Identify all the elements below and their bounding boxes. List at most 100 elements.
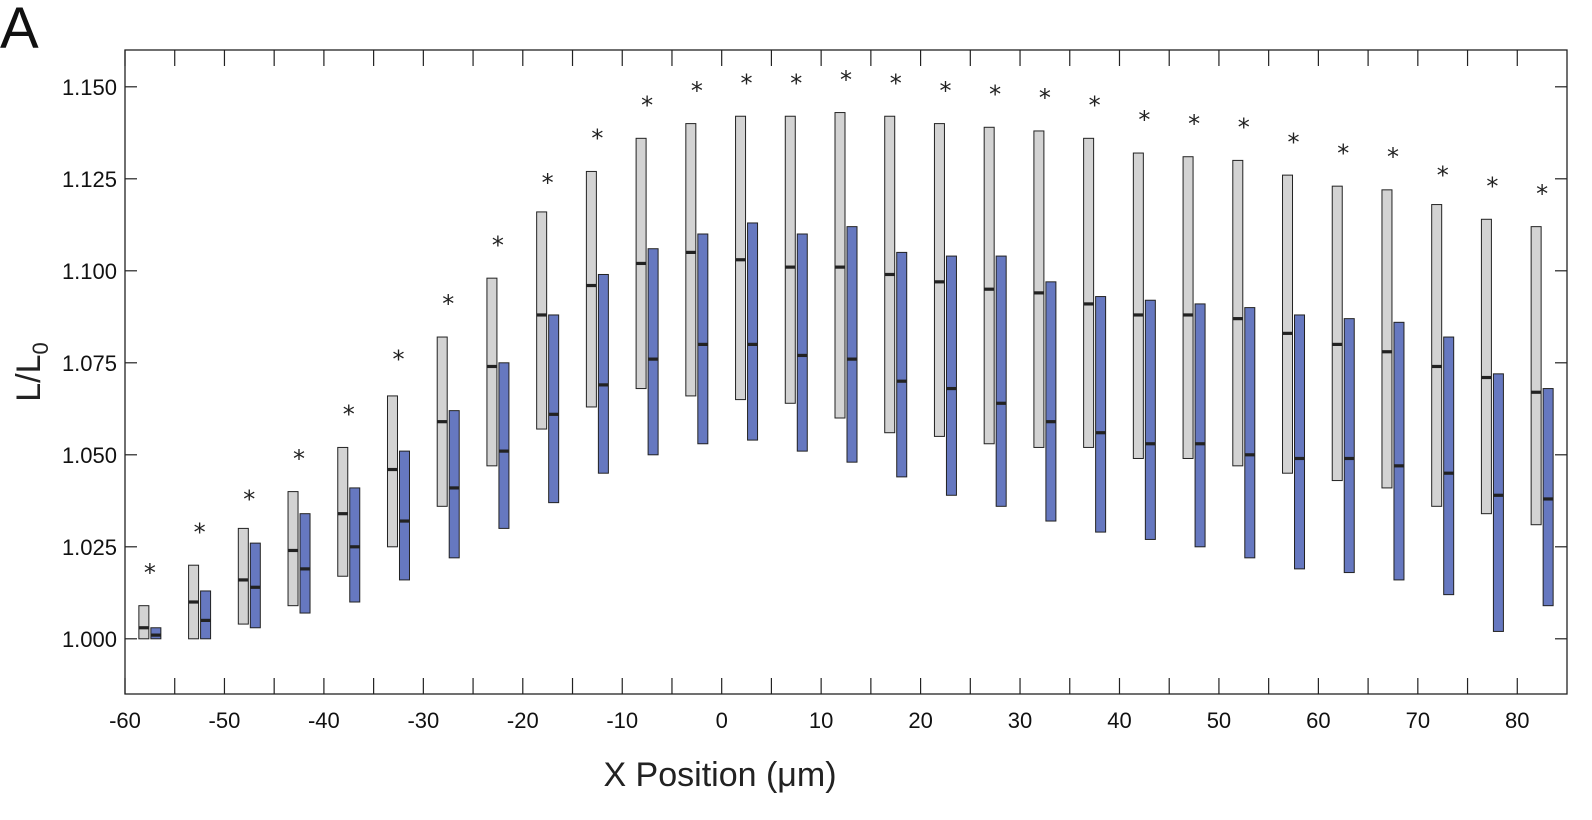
x-tick-label: 70 bbox=[1406, 708, 1430, 733]
grey-box bbox=[237, 527, 249, 625]
significance-asterisk: * bbox=[1089, 92, 1101, 120]
blue-box bbox=[1542, 388, 1554, 607]
blue-box bbox=[995, 255, 1007, 507]
grey-box bbox=[386, 395, 398, 548]
significance-asterisk: * bbox=[542, 169, 554, 197]
blue-box bbox=[1144, 299, 1156, 540]
significance-asterisk: * bbox=[989, 80, 1001, 108]
grey-box bbox=[287, 491, 299, 607]
grey-box bbox=[1530, 226, 1542, 526]
blue-box bbox=[1343, 318, 1355, 574]
significance-asterisk: * bbox=[442, 290, 454, 318]
x-axis-title-unit: μm bbox=[777, 756, 825, 794]
blue-box bbox=[548, 314, 560, 504]
blue-box bbox=[796, 233, 808, 452]
grey-box bbox=[1282, 174, 1294, 474]
significance-asterisk: * bbox=[840, 66, 852, 94]
x-tick-label: -10 bbox=[606, 708, 638, 733]
blue-box bbox=[647, 248, 659, 456]
grey-box bbox=[1431, 204, 1443, 507]
significance-asterisk: * bbox=[741, 69, 753, 97]
x-axis: -60 -50 -40 -30 -20 -10 0 10 20 30 40 50 60 70 80 bbox=[109, 50, 1530, 733]
significance-asterisk: * bbox=[591, 125, 603, 153]
grey-box bbox=[834, 112, 846, 419]
blue-box bbox=[945, 255, 957, 496]
panel-label: A bbox=[0, 0, 39, 61]
x-axis-title-text: X Position ( bbox=[603, 756, 778, 794]
significance-asterisk: * bbox=[790, 69, 802, 97]
significance-asterisk: * bbox=[492, 231, 504, 259]
blue-box bbox=[896, 251, 908, 478]
significance-asterisk: * bbox=[343, 401, 355, 429]
significance-asterisk: * bbox=[1039, 84, 1051, 112]
y-axis: 1.000 1.025 1.050 1.075 1.100 1.125 1.150 bbox=[62, 75, 1567, 652]
x-tick-label: 20 bbox=[908, 708, 932, 733]
blue-box bbox=[1095, 296, 1107, 533]
blue-box bbox=[200, 590, 212, 640]
blue-box bbox=[1045, 281, 1057, 522]
y-tick-label: 1.000 bbox=[62, 627, 117, 652]
blue-box bbox=[747, 222, 759, 441]
significance-asterisk: * bbox=[293, 445, 305, 473]
x-tick-label: 50 bbox=[1207, 708, 1231, 733]
y-tick-label: 1.125 bbox=[62, 167, 117, 192]
y-tick-label: 1.150 bbox=[62, 75, 117, 100]
significance-asterisk: * bbox=[243, 485, 255, 513]
x-tick-label: -20 bbox=[507, 708, 539, 733]
grey-box bbox=[1480, 218, 1492, 515]
significance-asterisk: * bbox=[691, 77, 703, 105]
x-tick-label: 60 bbox=[1306, 708, 1330, 733]
significance-asterisk: * bbox=[1536, 180, 1548, 208]
significance-asterisk: * bbox=[144, 559, 156, 587]
grey-box bbox=[1033, 130, 1045, 448]
blue-box bbox=[1393, 321, 1405, 581]
blue-box bbox=[448, 410, 460, 559]
grey-box bbox=[1232, 159, 1244, 467]
significance-asterisk: * bbox=[939, 77, 951, 105]
y-axis-title: L/L0 bbox=[10, 342, 53, 402]
significance-asterisk: * bbox=[1238, 114, 1250, 142]
blue-box bbox=[498, 362, 510, 529]
x-tick-label: 10 bbox=[809, 708, 833, 733]
significance-asterisk: * bbox=[1288, 128, 1300, 156]
y-axis-title-subscript: 0 bbox=[28, 342, 53, 354]
x-axis-title-close: ) bbox=[825, 756, 836, 794]
significance-asterisk: * bbox=[194, 518, 206, 546]
blue-box bbox=[398, 450, 410, 581]
grey-box bbox=[337, 446, 349, 577]
x-tick-label: -30 bbox=[407, 708, 439, 733]
grey-box bbox=[933, 123, 945, 437]
grey-box bbox=[585, 170, 597, 408]
blue-box bbox=[1194, 303, 1206, 548]
y-axis-title-main: L/L bbox=[10, 354, 48, 401]
plot-area: * * * * * * * * * * * * * * * * * * * * * * * * * * * * * bbox=[138, 66, 1554, 640]
grey-box bbox=[1083, 137, 1095, 448]
significance-asterisk: * bbox=[641, 92, 653, 120]
blue-box bbox=[597, 273, 609, 474]
grey-box bbox=[138, 605, 150, 640]
y-tick-label: 1.100 bbox=[62, 259, 117, 284]
blue-box bbox=[1492, 373, 1504, 632]
significance-asterisk: * bbox=[1387, 143, 1399, 171]
x-tick-label: 80 bbox=[1505, 708, 1529, 733]
grey-box bbox=[685, 123, 697, 397]
significance-asterisk: * bbox=[890, 69, 902, 97]
blue-box bbox=[1294, 314, 1306, 570]
grey-box bbox=[1182, 156, 1194, 459]
grey-box bbox=[1132, 152, 1144, 459]
significance-asterisk: * bbox=[392, 345, 404, 373]
blue-box bbox=[349, 487, 361, 603]
significance-asterisk: * bbox=[1437, 161, 1449, 189]
x-tick-label: -60 bbox=[109, 708, 141, 733]
x-axis-title: X Position (μm) bbox=[603, 756, 836, 794]
plot-frame bbox=[124, 49, 1568, 695]
blue-box bbox=[1244, 307, 1256, 559]
grey-box bbox=[1331, 185, 1343, 482]
significance-asterisk: * bbox=[1188, 110, 1200, 138]
grey-box bbox=[784, 115, 796, 404]
x-tick-label: -50 bbox=[209, 708, 241, 733]
x-tick-label: 30 bbox=[1008, 708, 1032, 733]
grey-box bbox=[983, 126, 995, 445]
grey-box bbox=[536, 211, 548, 430]
